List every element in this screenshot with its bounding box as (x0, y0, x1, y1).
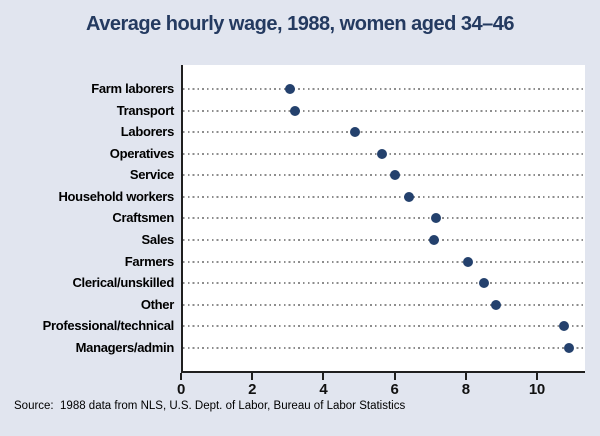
data-point (284, 84, 295, 94)
x-axis-tick (180, 373, 182, 380)
category-label: Laborers (120, 124, 175, 140)
x-axis-tick-label: 8 (461, 381, 470, 398)
x-axis-tick (464, 373, 467, 380)
category-label: Craftsmen (112, 210, 174, 226)
x-axis-tick-label: 2 (248, 381, 257, 398)
data-point (558, 321, 569, 332)
gridline (183, 260, 585, 263)
data-point (377, 148, 388, 159)
gridline (183, 109, 585, 112)
x-axis-tick-label: 0 (176, 381, 186, 398)
data-point (563, 342, 574, 353)
x-axis-tick-label: 10 (528, 381, 545, 398)
category-label: Sales (141, 232, 175, 248)
category-label: Professional/technical (42, 318, 175, 334)
gridline (183, 239, 585, 242)
data-point (289, 105, 300, 116)
data-point (491, 299, 501, 310)
gridline (183, 217, 585, 220)
category-label: Farmers (124, 253, 175, 269)
gridline (183, 195, 585, 198)
data-point (462, 256, 473, 267)
x-axis-tick (251, 373, 254, 380)
gridline (183, 282, 585, 285)
category-label: Household workers (58, 188, 174, 204)
category-label: Managers/admin (75, 339, 175, 355)
source-note: Source: 1988 data from NLS, U.S. Dept. o… (14, 400, 406, 412)
data-point (430, 213, 441, 224)
category-label: Transport (116, 102, 175, 118)
gridline (183, 131, 585, 134)
x-axis-tick (535, 373, 538, 380)
category-label: Clerical/unskilled (72, 275, 174, 291)
data-point (403, 191, 414, 202)
x-axis-tick (393, 373, 396, 380)
data-point (389, 170, 400, 181)
gridline (183, 174, 585, 177)
x-axis-tick (322, 373, 325, 380)
chart-title: Average hourly wage, 1988, women aged 34… (86, 13, 514, 35)
data-point (478, 278, 489, 289)
gridline (183, 303, 585, 306)
category-label: Service (129, 167, 174, 183)
category-label: Operatives (109, 145, 175, 161)
x-axis-tick-label: 4 (319, 381, 328, 398)
gridline (183, 88, 585, 90)
category-label: Other (140, 296, 174, 312)
gridline (183, 346, 585, 349)
category-label: Farm laborers (91, 81, 174, 96)
data-point (350, 127, 361, 138)
plot-area (181, 65, 585, 373)
gridline (183, 325, 585, 328)
data-point (428, 235, 439, 246)
x-axis-tick-label: 6 (390, 381, 399, 398)
